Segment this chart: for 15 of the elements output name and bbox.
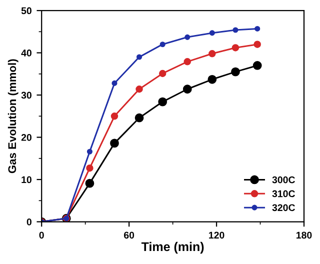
- x-tick-label: 60: [124, 232, 134, 239]
- legend-label: 300C: [272, 176, 295, 184]
- x-tick-label: 0: [39, 232, 44, 239]
- x-tick-label: 180: [296, 232, 312, 239]
- legend-label: 310C: [272, 190, 295, 198]
- legend-label: 320C: [272, 204, 295, 212]
- y-tick-label: 40: [21, 50, 32, 56]
- y-tick-label: 50: [21, 7, 32, 14]
- y-axis-title: Gas Evolution (mmol): [8, 59, 18, 174]
- y-tick-label: 20: [21, 134, 32, 141]
- y-tick-label: 30: [21, 92, 32, 99]
- x-tick-label: 120: [209, 232, 224, 239]
- y-tick-label: 10: [22, 176, 32, 184]
- x-axis-title: Time (min): [141, 242, 204, 254]
- y-tick-label: 0: [26, 218, 32, 226]
